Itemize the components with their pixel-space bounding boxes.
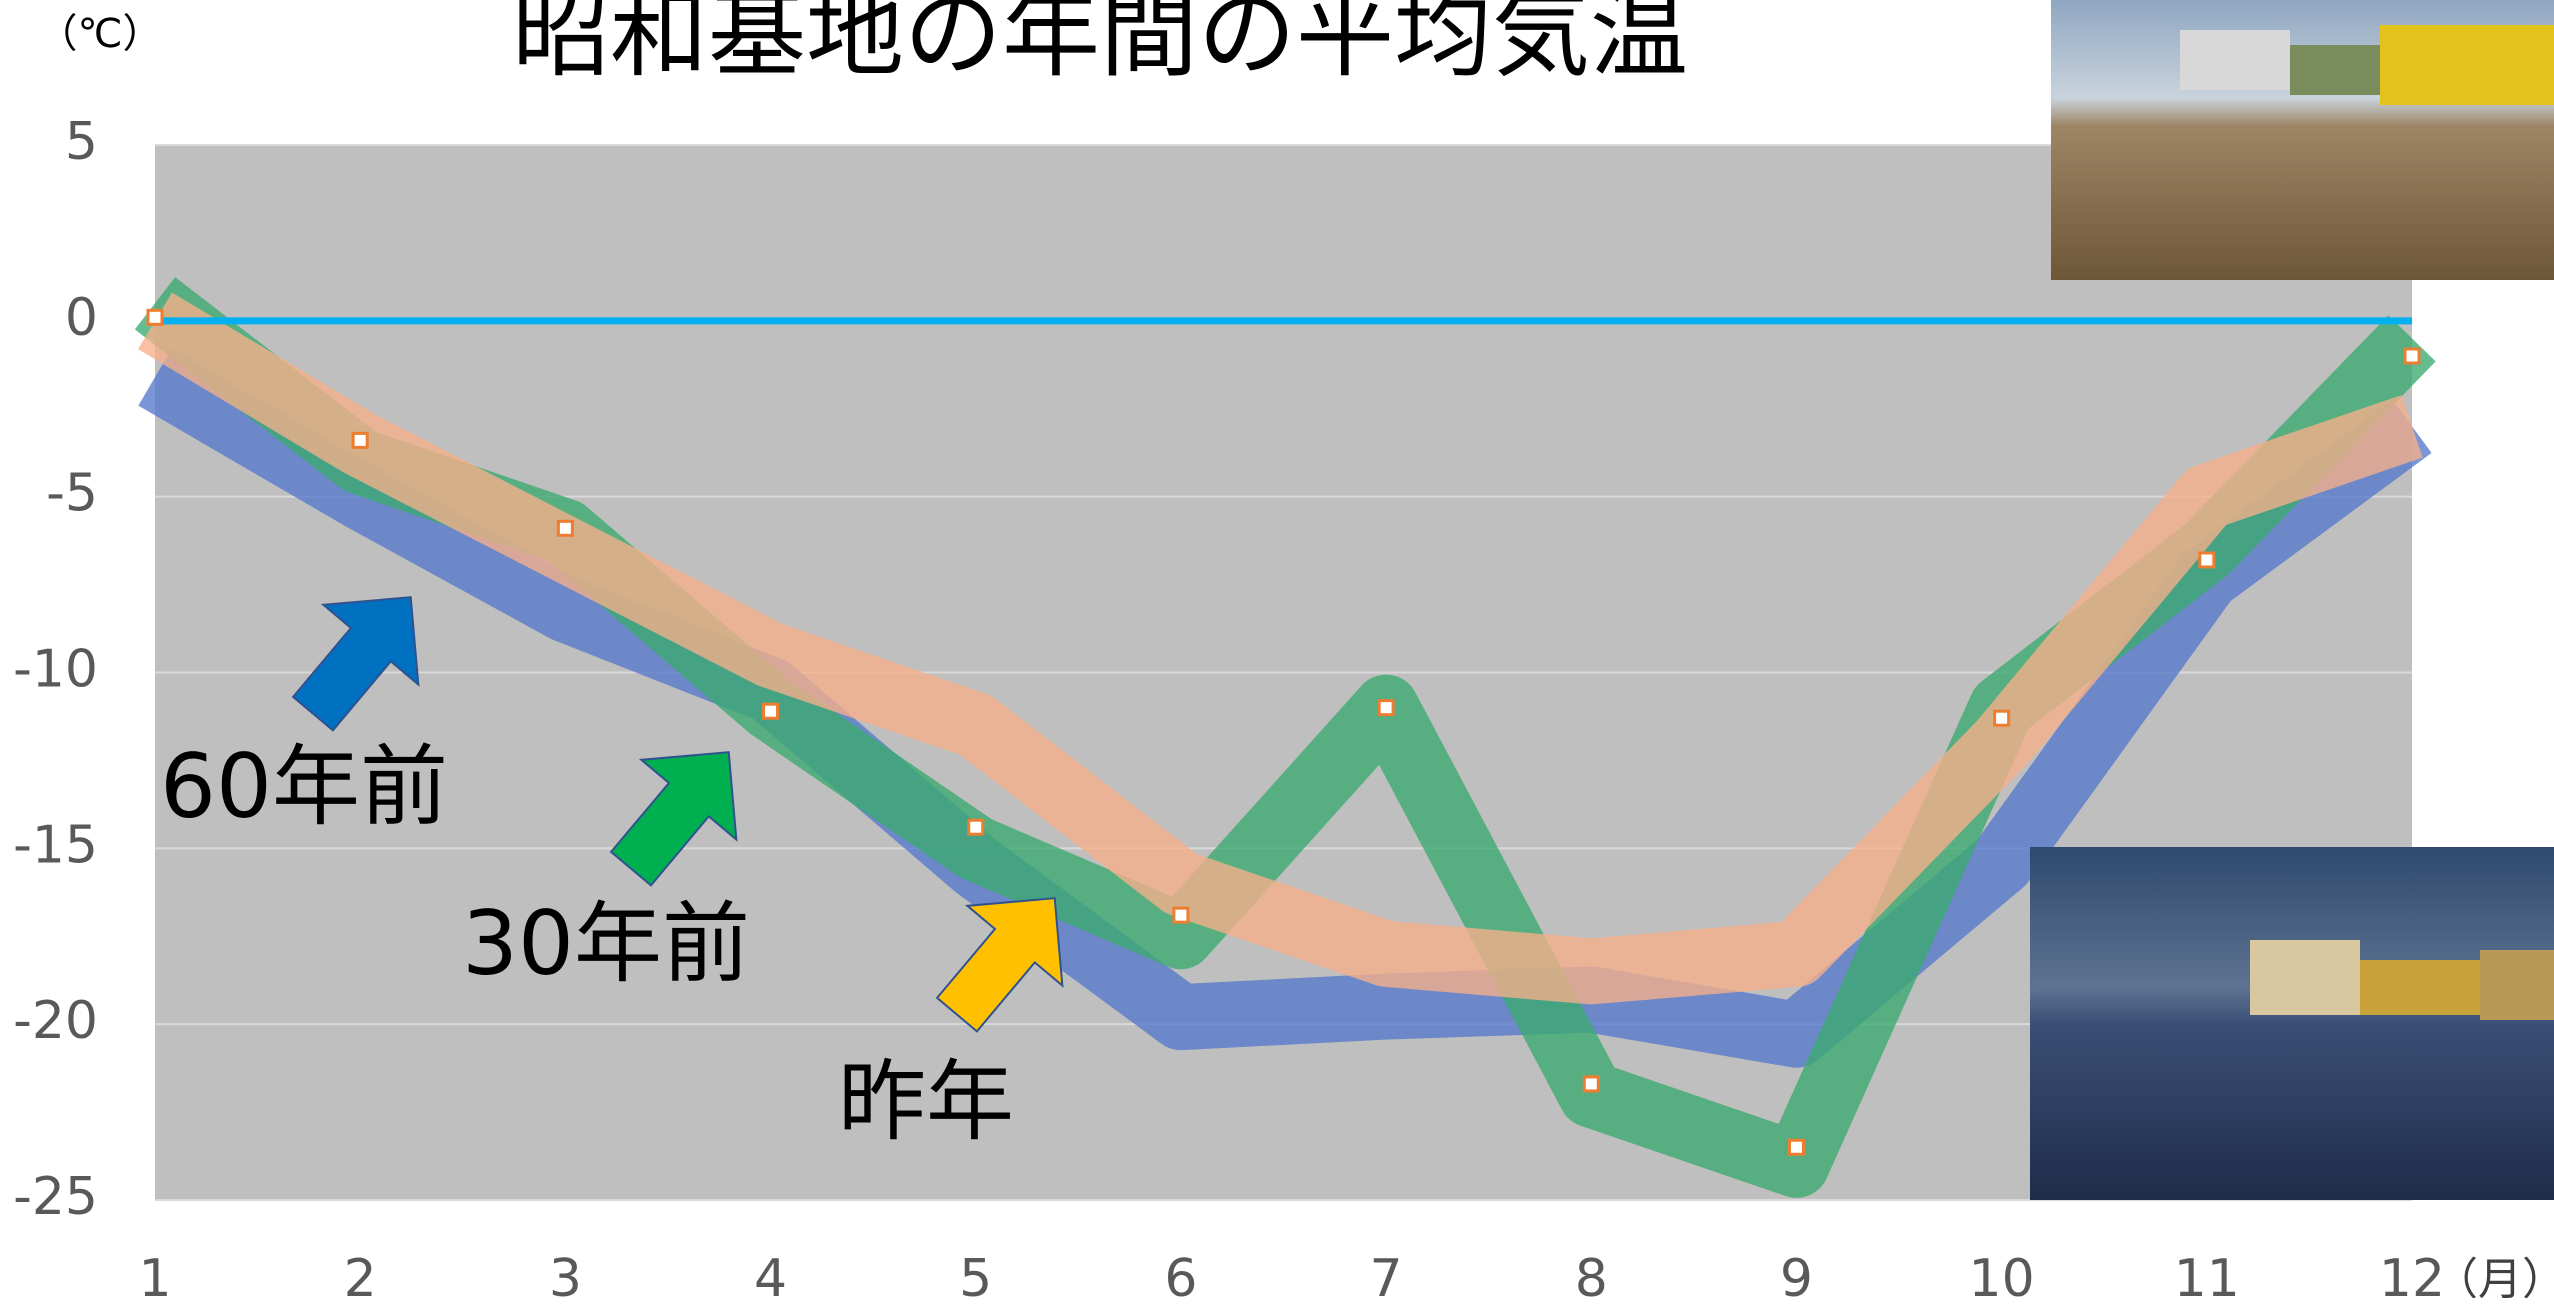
x-tick-label: 5 — [959, 1249, 992, 1309]
x-unit: （月） — [2434, 1254, 2554, 1305]
x-tick-label: 10 — [1969, 1249, 2035, 1309]
series-label: 30年前 — [462, 892, 750, 995]
y-tick-label: -25 — [13, 1167, 98, 1227]
data-marker — [353, 433, 367, 447]
data-marker — [764, 704, 778, 718]
data-marker — [1379, 701, 1393, 715]
data-marker — [1584, 1077, 1598, 1091]
chart: 昭和基地の年間の平均気温 （℃） （月） 60年前30年前昨年 -25 -20 -1… — [0, 0, 2554, 1310]
x-tick-label: 6 — [1164, 1249, 1197, 1309]
data-marker — [2200, 553, 2214, 567]
x-tick-label: 7 — [1370, 1249, 1403, 1309]
y-tick-label: 5 — [65, 112, 98, 172]
data-marker — [2405, 349, 2419, 363]
data-marker — [148, 310, 162, 324]
x-tick-label: 4 — [754, 1249, 787, 1309]
data-marker — [1174, 908, 1188, 922]
y-tick-label: 0 — [65, 288, 98, 348]
x-tick-label: 9 — [1780, 1249, 1813, 1309]
x-tick-label: 3 — [549, 1249, 582, 1309]
y-tick-label: -5 — [46, 464, 98, 524]
x-tick-label: 12 — [2379, 1249, 2445, 1309]
series-label: 昨年 — [838, 1050, 1014, 1153]
data-marker — [1789, 1140, 1803, 1154]
series-label: 60年前 — [160, 735, 448, 838]
data-marker — [969, 820, 983, 834]
photo-winter — [2030, 847, 2554, 1200]
data-marker — [1995, 711, 2009, 725]
x-tick-label: 11 — [2174, 1249, 2240, 1309]
y-unit: （℃） — [38, 11, 163, 57]
photo-summer — [2051, 0, 2554, 280]
data-marker — [558, 521, 572, 535]
y-tick-label: -20 — [13, 991, 98, 1051]
x-tick-label: 2 — [344, 1249, 377, 1309]
x-tick-label: 1 — [138, 1249, 171, 1309]
x-tick-label: 8 — [1575, 1249, 1608, 1309]
y-tick-label: -15 — [13, 815, 98, 875]
y-tick-label: -10 — [13, 640, 98, 700]
chart-title: 昭和基地の年間の平均気温 — [512, 0, 1688, 91]
